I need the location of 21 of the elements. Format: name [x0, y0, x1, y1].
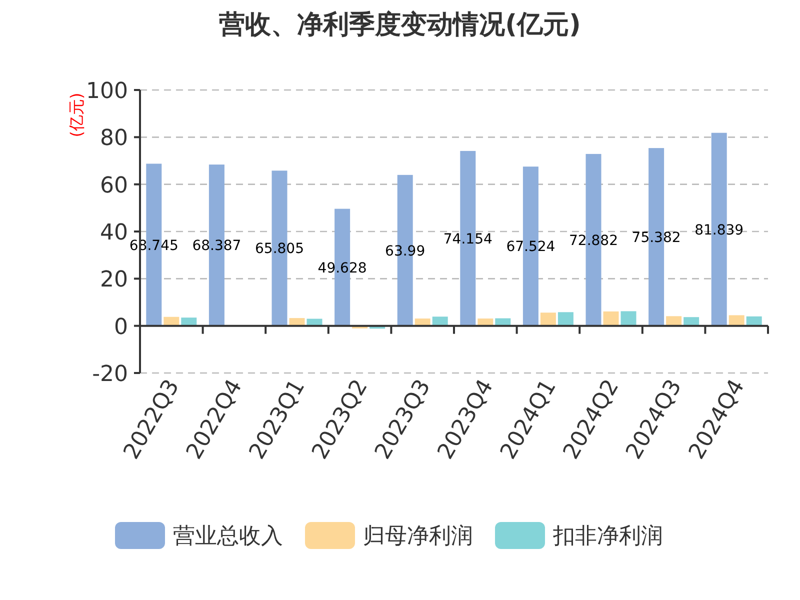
y-tick-label: 60 — [100, 173, 128, 198]
data-label: 67.524 — [506, 239, 556, 256]
legend-label: 扣非净利润 — [552, 524, 663, 549]
y-tick-label: 0 — [114, 314, 128, 340]
y-tick-label: 40 — [100, 220, 128, 246]
data-label: 81.839 — [694, 222, 744, 238]
legend-label: 营业总收入 — [173, 524, 283, 549]
data-label: 72.882 — [569, 232, 618, 249]
y-axis-title: (亿元) — [67, 92, 86, 138]
y-tick-label: -20 — [92, 362, 128, 387]
chart-title: 营收、净利季度变动情况(亿元) — [218, 10, 581, 40]
y-tick-label: 100 — [86, 79, 128, 104]
y-tick-label: 20 — [100, 268, 128, 293]
legend-label: 归母净利润 — [363, 524, 473, 549]
data-label: 65.805 — [255, 241, 304, 258]
data-label: 68.387 — [192, 238, 242, 254]
data-label: 49.628 — [318, 260, 367, 276]
data-label: 74.154 — [443, 231, 492, 248]
y-tick-label: 80 — [100, 126, 128, 152]
data-label: 75.382 — [632, 230, 681, 246]
data-label: 63.99 — [385, 243, 426, 260]
